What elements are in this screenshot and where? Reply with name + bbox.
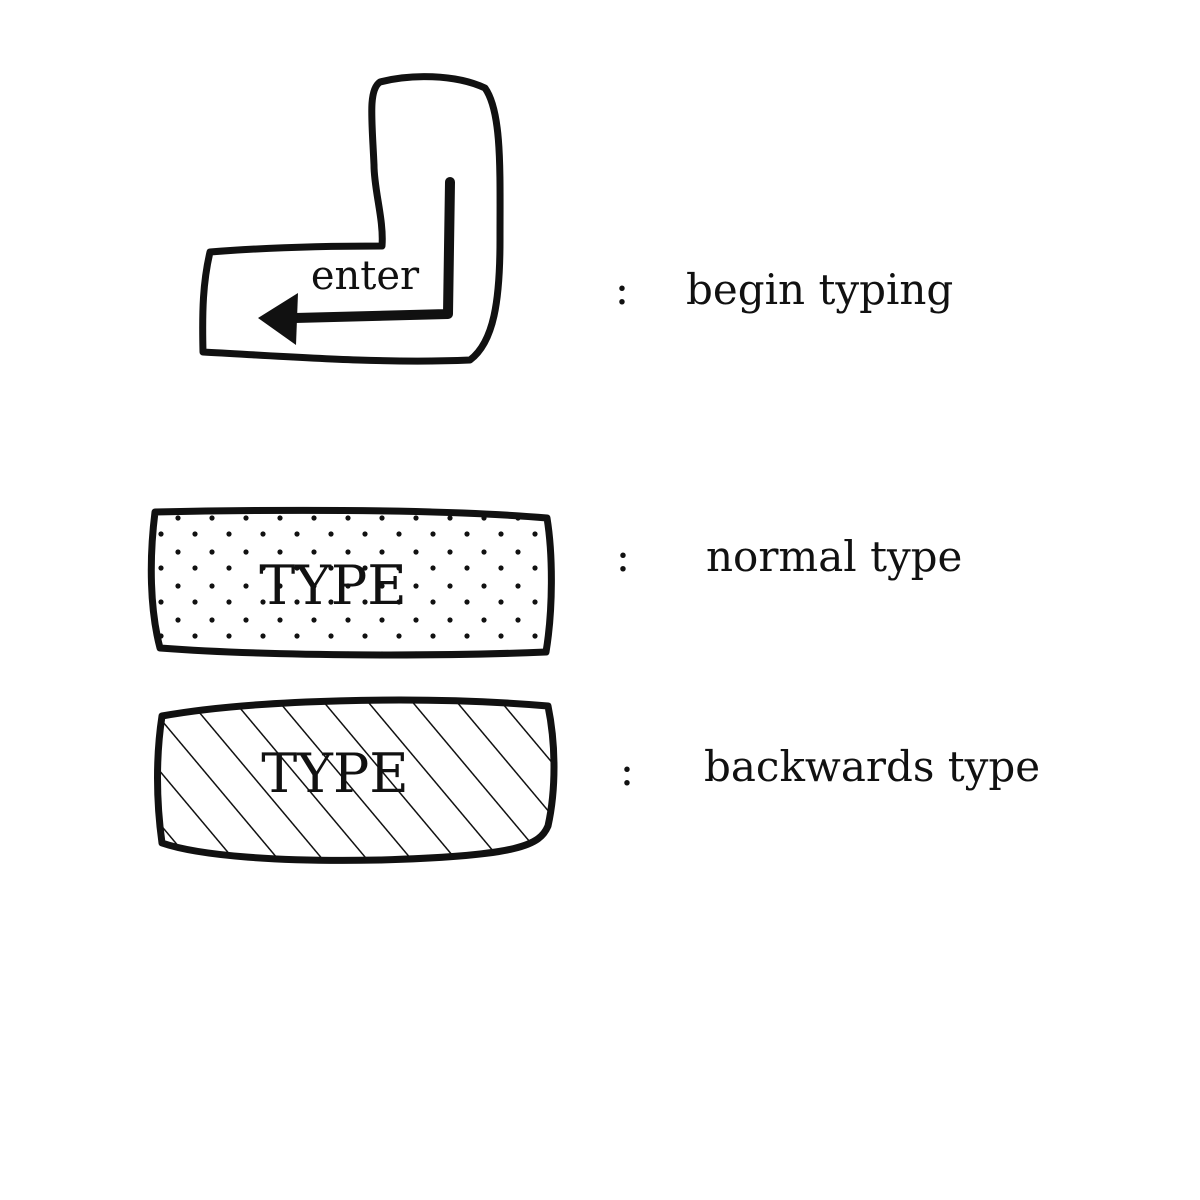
legend-meaning-backwards-type: backwards type bbox=[704, 742, 1040, 791]
enter-return-arrow-icon bbox=[258, 177, 455, 345]
enter-key-label: enter bbox=[311, 253, 420, 299]
enter-key-shape bbox=[199, 73, 504, 365]
legend-separator-backwards: : bbox=[620, 746, 634, 795]
legend-meaning-normal-type: normal type bbox=[706, 532, 962, 581]
dotted-type-key-shape bbox=[147, 506, 555, 659]
legend-item-enter: enter : begin typing bbox=[199, 73, 953, 365]
legend-item-backwards-type: TYPE : backwards type bbox=[154, 696, 1040, 864]
legend-separator-enter: : bbox=[615, 265, 629, 314]
hatched-type-key-label: TYPE bbox=[261, 742, 408, 805]
dotted-type-key-label: TYPE bbox=[259, 554, 406, 617]
legend-meaning-begin-typing: begin typing bbox=[686, 265, 953, 314]
enter-arrow-shaft bbox=[290, 177, 455, 323]
hatched-type-key-shape bbox=[154, 696, 558, 864]
enter-arrowhead bbox=[258, 293, 298, 345]
legend-item-normal-type: TYPE : normal type bbox=[147, 506, 962, 659]
legend-separator-normal: : bbox=[616, 532, 630, 581]
